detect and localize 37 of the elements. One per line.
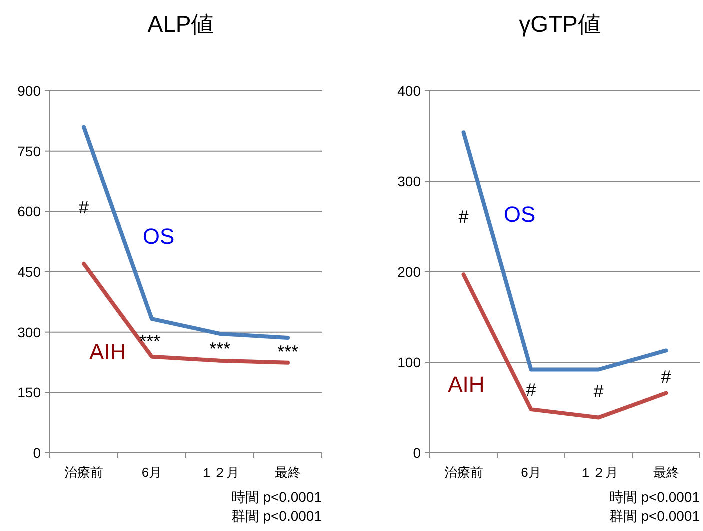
series-label: AIH bbox=[89, 340, 126, 365]
x-tick-label: 治療前 bbox=[444, 465, 484, 480]
y-tick-label: 300 bbox=[398, 174, 422, 190]
series-label: OS bbox=[504, 202, 536, 228]
annotation: # bbox=[526, 380, 536, 400]
series-label: AIH bbox=[448, 372, 485, 398]
y-tick-label: 0 bbox=[33, 445, 42, 461]
y-tick-label: 200 bbox=[398, 264, 422, 280]
y-tick-label: 750 bbox=[18, 143, 42, 160]
y-tick-label: 450 bbox=[18, 264, 42, 280]
x-tick-label: 治療前 bbox=[64, 465, 104, 480]
y-tick-label: 600 bbox=[18, 204, 42, 220]
chart-title: γGTP値 bbox=[519, 11, 601, 37]
text: 群間 p<0.0001 bbox=[231, 508, 322, 524]
y-tick-label: 100 bbox=[398, 354, 422, 370]
x-tick-label: 最終 bbox=[275, 465, 301, 480]
series-label: OS bbox=[142, 224, 175, 249]
annotation: # bbox=[458, 206, 469, 227]
x-tick-label: 6月 bbox=[142, 465, 162, 480]
annotation: # bbox=[78, 197, 90, 218]
annotation: # bbox=[661, 367, 672, 388]
annotation: # bbox=[594, 382, 604, 402]
annotation: *** bbox=[277, 342, 299, 362]
x-tick-label: 6月 bbox=[521, 465, 542, 480]
annotation: *** bbox=[209, 338, 231, 359]
y-tick-label: 900 bbox=[18, 83, 42, 99]
x-tick-label: １２月 bbox=[200, 465, 240, 480]
x-tick-label: 最終 bbox=[653, 465, 680, 480]
y-tick-label: 400 bbox=[398, 83, 422, 99]
text: 群間 p<0.0001 bbox=[609, 508, 700, 524]
text: 時間 p<0.0001 bbox=[231, 489, 322, 505]
y-tick-label: 300 bbox=[18, 324, 42, 340]
text: 時間 p<0.0001 bbox=[609, 489, 700, 505]
chart-title: ALP値 bbox=[148, 11, 214, 37]
x-tick-label: １２月 bbox=[579, 465, 618, 480]
y-tick-label: 150 bbox=[18, 384, 42, 401]
y-tick-label: 0 bbox=[413, 445, 422, 461]
